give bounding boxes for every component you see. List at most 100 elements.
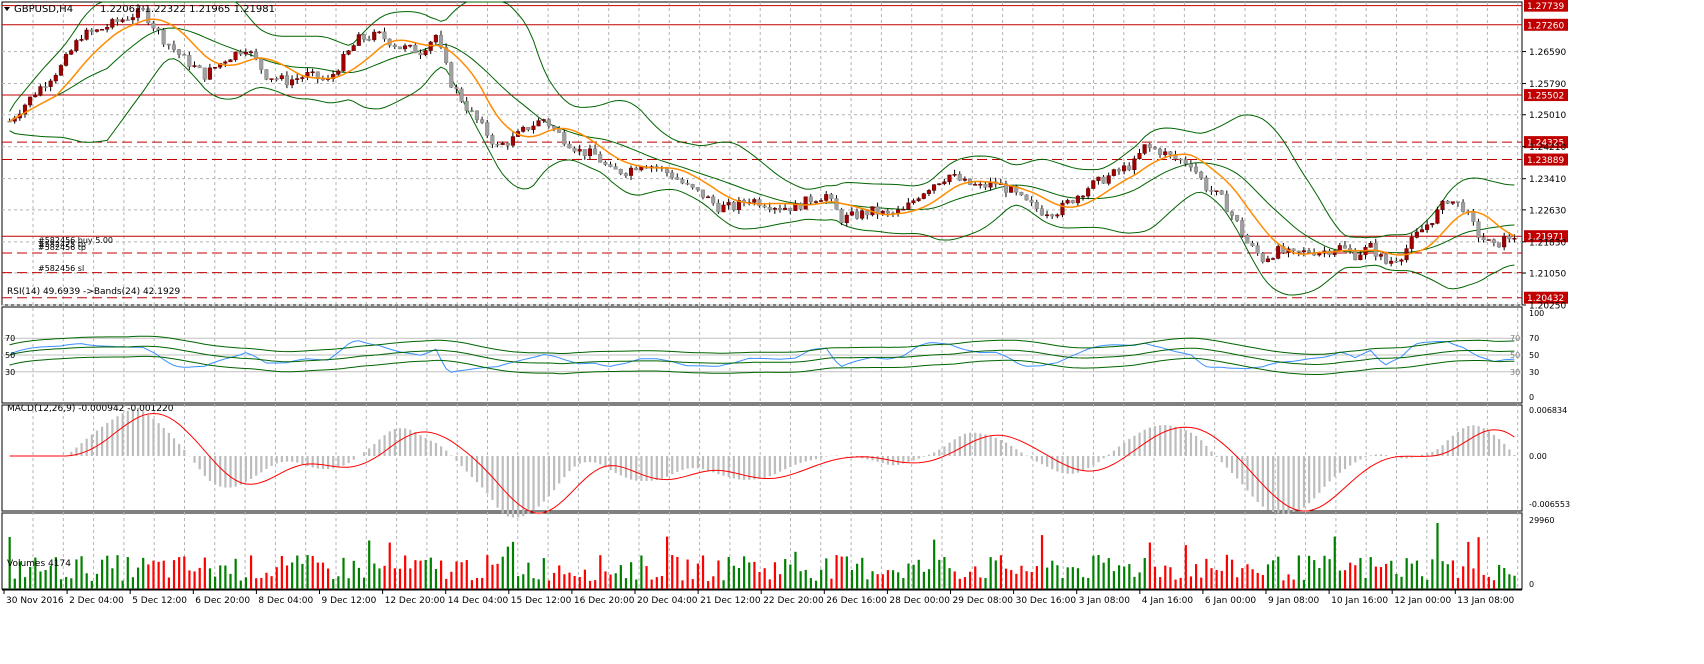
volume-bar	[676, 556, 679, 589]
macd-bar	[1169, 425, 1172, 456]
time-tick-label: 26 Dec 16:00	[826, 596, 887, 606]
volume-bar	[337, 576, 340, 589]
macd-bar	[383, 435, 386, 456]
macd-bar	[332, 456, 335, 469]
volume-bar	[984, 578, 987, 589]
volume-bar	[701, 555, 705, 589]
macd-bar	[789, 456, 792, 467]
macd-bar	[1364, 456, 1367, 458]
volume-bar	[568, 572, 571, 589]
candle	[783, 207, 788, 210]
macd-bar	[1225, 456, 1229, 468]
volume-bar	[131, 577, 135, 589]
volume-bar	[743, 556, 746, 589]
macd-bar	[445, 450, 448, 456]
volume-bar	[203, 557, 206, 589]
candle	[264, 69, 269, 80]
volume-bar	[861, 557, 864, 589]
rsi-axis-label: 0	[1529, 393, 1534, 402]
macd-bar	[717, 456, 720, 475]
macd-bar	[681, 456, 684, 470]
macd-bar	[198, 456, 201, 470]
macd-bar	[1230, 456, 1234, 473]
candle	[177, 49, 182, 55]
candle	[1127, 165, 1132, 171]
candle	[207, 67, 212, 80]
candle	[767, 206, 772, 210]
volume-bar	[650, 579, 653, 589]
macd-bar	[1498, 439, 1501, 456]
macd-bar	[1477, 426, 1480, 456]
macd-bar	[239, 456, 242, 485]
candle	[1358, 254, 1363, 261]
volume-bar	[1400, 576, 1403, 589]
macd-bar	[748, 456, 751, 480]
candle	[1337, 245, 1342, 252]
candle	[1152, 147, 1157, 150]
horizontal-lines[interactable]: 1.27739 1.27260 1.25502 1.24325 1.23889 1.219…	[2, 0, 1568, 304]
candle	[788, 207, 793, 211]
candle	[1188, 163, 1193, 168]
volume-bar	[758, 571, 761, 589]
macd-bar	[1441, 445, 1444, 456]
time-tick-label: 22 Dec 20:00	[763, 596, 824, 606]
volume-bar	[1472, 568, 1475, 589]
volume-bar	[1056, 565, 1059, 589]
candle	[469, 110, 474, 112]
price-label: 1.27260	[1527, 21, 1564, 31]
order-labels[interactable]: #582456 buy 5.00#582425 tp#582456 tp #582…	[38, 236, 113, 273]
macd-bar	[1323, 456, 1326, 487]
volume-bar	[445, 578, 448, 589]
volume-bar	[856, 563, 859, 589]
symbol-menu-icon[interactable]	[4, 7, 10, 11]
macd-bar	[311, 456, 314, 468]
candle	[695, 187, 700, 191]
macd-bar	[1015, 449, 1018, 456]
macd-bar	[814, 456, 818, 460]
macd-bar	[496, 456, 499, 508]
macd-bar	[1040, 456, 1044, 465]
candle	[146, 8, 151, 24]
volume-bar	[1035, 566, 1038, 589]
volume-bar	[183, 556, 186, 589]
volume-bar	[54, 557, 57, 589]
candle	[238, 51, 243, 55]
candle	[510, 136, 515, 146]
candle	[541, 119, 546, 121]
macd-bar	[116, 416, 119, 456]
volume-bar	[1441, 561, 1444, 589]
price-tick-label: 1.21050	[1529, 270, 1566, 280]
volume-bar	[1004, 568, 1008, 589]
candle	[932, 184, 937, 191]
macd-bar	[1492, 434, 1496, 456]
macd-bar	[419, 435, 422, 456]
volume-bar	[1333, 536, 1336, 589]
volume-bar	[18, 561, 22, 589]
price-tick-label: 1.25790	[1529, 80, 1566, 90]
macd-bar	[630, 456, 633, 480]
candle	[1075, 195, 1080, 204]
time-tick-label: 2 Dec 04:00	[69, 596, 124, 606]
candle	[1229, 211, 1234, 216]
volume-bar	[1349, 562, 1352, 589]
macd-bar	[537, 456, 540, 507]
candle	[1029, 199, 1034, 203]
candle	[854, 211, 860, 219]
candle	[1137, 153, 1142, 160]
volume-bar	[619, 565, 622, 589]
candle	[1419, 229, 1425, 233]
macd-bar	[1071, 456, 1074, 474]
volume-bar	[1123, 566, 1126, 589]
candle	[1142, 144, 1147, 154]
macd-bar	[434, 442, 438, 456]
macd-bar	[219, 456, 222, 487]
volume-bar	[34, 557, 37, 589]
candle	[839, 209, 844, 224]
candle	[141, 8, 146, 10]
macd-bar	[337, 456, 340, 468]
candle	[824, 194, 829, 201]
time-tick-label: 12 Jan 00:00	[1394, 596, 1451, 606]
macd-bar	[1272, 456, 1275, 513]
candle	[356, 34, 361, 46]
